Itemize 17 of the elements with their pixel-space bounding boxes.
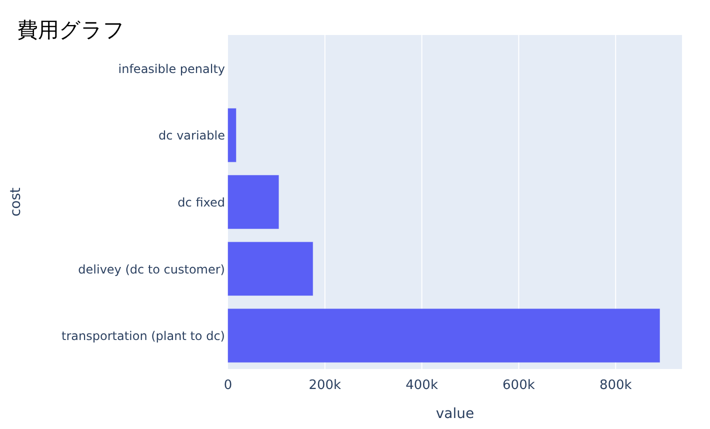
bar [228,175,279,229]
x-axis-title: value [436,406,474,422]
bar [228,242,314,296]
x-tick-label: 400k [406,378,438,393]
chart-title: 費用グラフ [17,18,125,42]
x-tick-label: 0 [224,378,232,393]
y-tick-label: dc fixed [178,196,225,210]
y-tick-label: dc variable [158,128,225,143]
x-tick-label: 600k [502,378,536,393]
bar [228,108,236,162]
y-tick-label: infeasible penalty [118,62,225,76]
bar [228,308,660,363]
x-tick-label: 800k [599,378,632,393]
y-tick-label: delivey (dc to customer) [78,262,225,276]
y-axis-title: cost [8,186,24,217]
x-tick-label: 200k [308,378,342,393]
y-tick-label: transportation (plant to dc) [62,329,225,344]
